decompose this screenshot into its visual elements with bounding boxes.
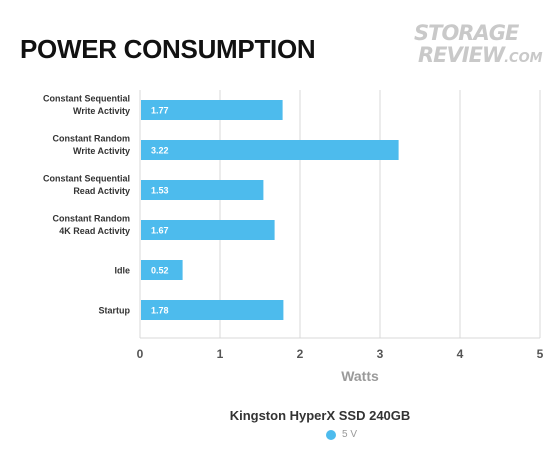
- x-tick-label-5: 5: [537, 347, 544, 361]
- logo-review: REVIEW: [418, 43, 505, 67]
- category-label-2-line-0: Constant Sequential: [43, 173, 130, 183]
- category-label-1-line-0: Constant Random: [53, 133, 131, 143]
- logo-line-2: REVIEW.COM: [414, 43, 543, 70]
- x-tick-label-1: 1: [217, 347, 224, 361]
- logo-line-1: STORAGE: [414, 21, 519, 45]
- bar-1: [141, 140, 399, 160]
- bar-value-label-4: 0.52: [151, 266, 169, 276]
- legend-item-5v: 5 V: [326, 429, 357, 440]
- bar-value-label-1: 3.22: [151, 146, 169, 156]
- category-label-1-line-1: Write Activity: [73, 146, 130, 156]
- bar-value-label-5: 1.78: [151, 306, 169, 316]
- x-tick-label-4: 4: [457, 347, 464, 361]
- bar-value-label-3: 1.67: [151, 226, 169, 236]
- bar-5: [141, 300, 284, 320]
- storagereview-logo: STORAGE REVIEW.COM: [414, 21, 543, 70]
- chart-title: POWER CONSUMPTION: [20, 34, 316, 64]
- x-tick-label-2: 2: [297, 347, 304, 361]
- legend-title: Kingston HyperX SSD 240GB: [229, 408, 411, 423]
- bar-0: [141, 100, 283, 120]
- bar-4: [141, 260, 183, 280]
- x-tick-label-0: 0: [137, 347, 144, 361]
- category-label-2-line-1: Read Activity: [73, 186, 130, 196]
- category-label-3-line-1: 4K Read Activity: [59, 226, 130, 236]
- logo-suffix: .COM: [504, 51, 543, 66]
- legend-label: 5 V: [342, 429, 358, 440]
- category-label-0-line-1: Write Activity: [73, 106, 130, 116]
- category-label-3-line-0: Constant Random: [53, 213, 131, 223]
- x-tick-label-3: 3: [377, 347, 384, 361]
- bar-value-label-0: 1.77: [151, 106, 169, 116]
- bar-value-label-2: 1.53: [151, 186, 169, 196]
- legend-swatch: [326, 429, 336, 440]
- bar-2: [141, 180, 264, 200]
- bar-3: [141, 220, 275, 240]
- category-label-4-line-0: Idle: [114, 266, 130, 276]
- category-label-5-line-0: Startup: [99, 306, 131, 316]
- category-label-0-line-0: Constant Sequential: [43, 93, 130, 103]
- x-axis-title: Watts: [341, 368, 379, 384]
